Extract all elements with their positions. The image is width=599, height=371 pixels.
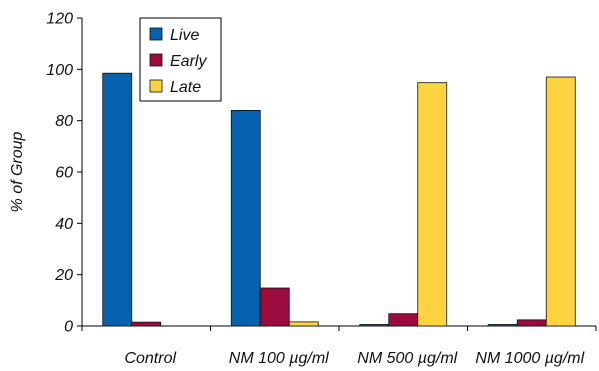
y-tick-label: 60 bbox=[55, 165, 73, 182]
bar-live-control bbox=[102, 72, 133, 327]
bar-live-nm-100-g-ml bbox=[230, 110, 261, 327]
y-tick-label: 80 bbox=[55, 113, 73, 130]
legend-label-early: Early bbox=[170, 53, 207, 70]
y-tick-label: 120 bbox=[46, 11, 73, 28]
legend-swatch-early bbox=[149, 53, 163, 67]
bars bbox=[102, 72, 576, 327]
bar-late-nm-1000-g-ml bbox=[545, 76, 576, 327]
bar-early-nm-500-g-ml bbox=[388, 313, 419, 327]
y-ticks: 0 20 40 60 80 100 120 bbox=[46, 11, 82, 336]
legend: Live Early Late bbox=[139, 17, 222, 102]
x-ticks bbox=[81, 326, 597, 331]
bar-early-nm-1000-g-ml bbox=[516, 319, 547, 327]
bar-early-nm-100-g-ml bbox=[259, 287, 290, 327]
x-tick-label: NM 100 µg/ml bbox=[229, 350, 329, 367]
bar-early-control bbox=[131, 321, 162, 327]
x-tick-labels: Control NM 100 µg/ml NM 500 µg/ml NM 1000 µ… bbox=[124, 350, 584, 367]
bar-late-nm-500-g-ml bbox=[417, 82, 448, 327]
bar-live-nm-500-g-ml bbox=[359, 324, 390, 327]
x-tick-label: NM 500 µg/ml bbox=[357, 350, 457, 367]
y-tick-label: 0 bbox=[64, 319, 73, 336]
legend-swatch-live bbox=[149, 27, 163, 41]
legend-swatch-late bbox=[149, 79, 163, 93]
legend-label-live: Live bbox=[170, 27, 199, 44]
x-tick-label: Control bbox=[124, 350, 176, 367]
y-tick-label: 40 bbox=[55, 216, 73, 233]
legend-label-late: Late bbox=[170, 79, 201, 96]
x-tick-label: NM 1000 µg/ml bbox=[475, 350, 584, 367]
y-tick-label: 100 bbox=[46, 62, 73, 79]
y-tick-label: 20 bbox=[54, 267, 73, 284]
y-axis-label: % of Group bbox=[9, 131, 26, 212]
bar-late-nm-100-g-ml bbox=[288, 321, 319, 327]
bar-live-nm-1000-g-ml bbox=[487, 324, 518, 327]
